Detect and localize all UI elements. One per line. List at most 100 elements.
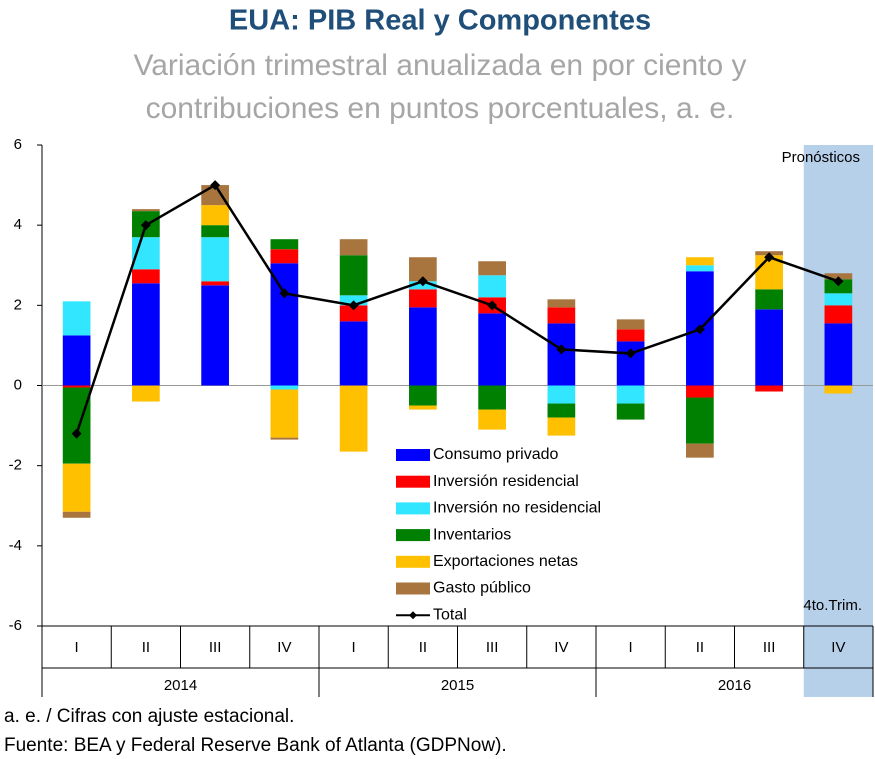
bar-segment <box>824 323 853 386</box>
bar-segment <box>201 237 229 282</box>
x-tick-label: IV <box>831 639 845 656</box>
bar-segment <box>339 239 368 256</box>
bar-segment <box>824 279 853 294</box>
forecast-shade <box>803 145 873 697</box>
legend-swatch <box>396 582 430 595</box>
total-marker <box>71 428 82 439</box>
footnote: Fuente: BEA y Federal Reserve Bank of At… <box>4 735 507 756</box>
x-tick-label: IV <box>277 639 291 656</box>
bar-segment <box>62 335 91 386</box>
bar-segment <box>547 403 576 418</box>
legend-label: Inversión residencial <box>433 473 579 490</box>
bar-segment <box>686 385 714 398</box>
year-label: 2014 <box>164 677 197 694</box>
bar-segment <box>409 307 437 386</box>
bar-segment <box>201 285 229 386</box>
bar-segment <box>755 309 783 386</box>
total-marker <box>764 252 775 263</box>
bar-segment <box>547 299 576 308</box>
bar-segment <box>339 295 368 306</box>
bar-segment <box>201 225 229 238</box>
x-tick-label: III <box>209 639 222 656</box>
bar-segment <box>62 385 91 388</box>
forecast-shade <box>803 145 873 697</box>
total-line <box>75 183 839 434</box>
bar-segment <box>616 385 645 404</box>
x-tick-label: I <box>75 639 79 656</box>
bar-segment <box>132 209 160 212</box>
legend-label: Gasto público <box>433 580 531 597</box>
total-marker <box>625 348 636 359</box>
bar-segment <box>478 409 506 430</box>
chart-title: EUA: PIB Real y Componentes <box>229 5 651 37</box>
bar-segment <box>547 323 576 386</box>
legend-swatch <box>396 529 430 542</box>
y-tick-label: 6 <box>14 136 22 153</box>
bar-segment <box>478 313 506 386</box>
x-tick-label: III <box>763 639 776 656</box>
bar-segment <box>270 239 299 250</box>
bar-segment <box>686 397 714 444</box>
chart-subtitle: Variación trimestral anualizada en por c… <box>133 49 746 82</box>
legend-swatch <box>409 611 417 620</box>
bar-segment <box>478 385 506 410</box>
legend-label: Inversión no residencial <box>433 500 601 517</box>
bar-segment <box>616 341 645 386</box>
total-marker <box>417 276 428 287</box>
bar-segment <box>270 389 299 438</box>
bar-segment <box>755 385 783 392</box>
y-tick-label: -6 <box>9 617 22 634</box>
y-tick-label: 0 <box>14 376 22 393</box>
bar-segment <box>270 249 299 264</box>
total-marker <box>556 344 567 355</box>
legend-swatch <box>396 449 430 461</box>
total-marker <box>140 220 151 231</box>
x-tick-label: III <box>486 639 499 656</box>
total-marker <box>279 288 290 299</box>
bar-segment <box>270 437 299 440</box>
bar-segment <box>686 443 714 458</box>
legend-label: Total <box>433 606 467 623</box>
bar-segment <box>686 265 714 272</box>
total-marker <box>694 324 705 335</box>
x-tick-label: I <box>352 639 356 656</box>
total-marker <box>210 180 221 191</box>
bar-segment <box>478 275 506 298</box>
bar-segment <box>616 329 645 342</box>
bar-segment <box>478 261 506 276</box>
annotation: 4to.Trim. <box>803 597 862 614</box>
bar-segment <box>270 385 299 390</box>
bar-segment <box>132 269 160 284</box>
x-tick-label: II <box>142 639 150 656</box>
bar-segment <box>62 511 91 518</box>
bar-segment <box>339 385 368 452</box>
y-tick-label: -4 <box>9 537 22 554</box>
bar-segment <box>201 281 229 286</box>
bar-segment <box>547 385 576 404</box>
bar-segment <box>339 255 368 296</box>
bar-segment <box>824 385 853 394</box>
x-tick-label: II <box>419 639 427 656</box>
bar-segment <box>409 385 437 406</box>
legend-swatch <box>396 475 430 488</box>
bar-segment <box>824 273 853 280</box>
legend-swatch <box>396 502 430 515</box>
y-tick-label: 4 <box>14 216 22 233</box>
bar-segment <box>62 463 91 512</box>
total-marker <box>833 276 844 287</box>
bar-segment <box>686 257 714 266</box>
bar-segment <box>201 205 229 226</box>
legend-label: Inventarios <box>433 526 511 543</box>
y-tick-label: -2 <box>9 457 22 474</box>
footnote: a. e. / Cifras con ajuste estacional. <box>4 706 294 727</box>
bar-segment <box>409 405 437 410</box>
bar-segment <box>62 387 91 464</box>
bar-segment <box>755 289 783 310</box>
bar-segment <box>270 263 299 386</box>
bar-segment <box>547 307 576 324</box>
bar-segment <box>339 321 368 386</box>
x-tick-label: IV <box>554 639 568 656</box>
bar-segment <box>339 305 368 322</box>
